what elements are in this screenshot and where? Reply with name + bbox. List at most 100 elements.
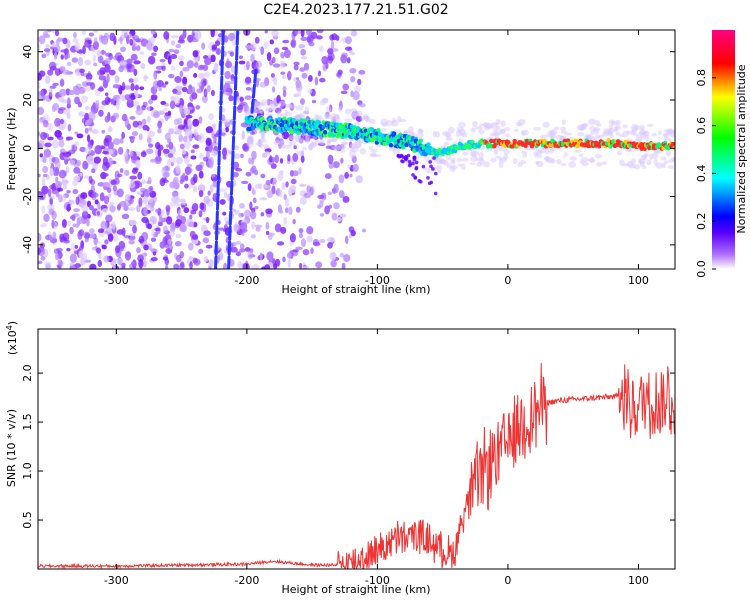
heatmap-cell (95, 99, 100, 110)
heatmap-cell (175, 164, 181, 174)
heatmap-cell (307, 75, 313, 82)
spectrogram-ridge-cell (344, 132, 350, 137)
heatmap-cell (254, 108, 262, 114)
heatmap-cell (198, 210, 203, 218)
heatmap-cell (333, 145, 340, 152)
heatmap-cell (418, 129, 424, 133)
heatmap-cell (211, 89, 215, 97)
heatmap-cell (427, 181, 432, 186)
heatmap-cell (225, 126, 229, 133)
heatmap-cell (560, 126, 567, 132)
heatmap-cell (208, 112, 214, 121)
heatmap-cell (51, 219, 55, 229)
heatmap-cell (41, 205, 46, 215)
heatmap-cell (85, 73, 93, 81)
heatmap-cell (265, 208, 273, 215)
heatmap-cell (42, 155, 47, 164)
y-tick-label: 20 (21, 93, 34, 107)
heatmap-cell (114, 52, 123, 61)
spectrogram-ridge-cell (575, 144, 580, 149)
heatmap-cell (414, 165, 419, 170)
heatmap-cell (299, 183, 307, 187)
heatmap-cell (272, 63, 281, 68)
heatmap-cell (223, 224, 228, 231)
heatmap-cell (297, 137, 305, 144)
heatmap-cell (84, 59, 92, 66)
heatmap-cell (401, 159, 405, 164)
heatmap-cell (288, 187, 293, 197)
heatmap-cell (260, 138, 267, 143)
heatmap-cell (266, 100, 272, 105)
heatmap-cell (663, 128, 672, 133)
heatmap-cell (120, 46, 126, 53)
heatmap-cell (69, 159, 76, 166)
heatmap-cell (556, 158, 562, 165)
heatmap-cell (124, 85, 131, 90)
heatmap-cell (280, 71, 286, 75)
heatmap-cell (303, 62, 310, 71)
heatmap-cell (73, 167, 81, 174)
y-tick-label: 40 (21, 45, 34, 59)
heatmap-cell (198, 116, 203, 124)
heatmap-cell (197, 72, 206, 79)
heatmap-cell (188, 221, 195, 228)
heatmap-cell (350, 76, 356, 83)
heatmap-cell (223, 82, 231, 91)
heatmap-cell (106, 187, 112, 193)
x-tick-label: 0 (504, 574, 511, 587)
heatmap-cell (106, 74, 110, 84)
heatmap-cell (339, 252, 345, 258)
heatmap-cell (130, 135, 136, 141)
heatmap-cell (284, 110, 289, 114)
heatmap-cell (588, 118, 596, 125)
heatmap-cell (292, 218, 296, 225)
heatmap-cell (162, 256, 169, 261)
heatmap-cell (317, 70, 322, 77)
heatmap-cell (347, 164, 351, 169)
heatmap-cell (338, 190, 345, 199)
y-tick-label: 1.0 (21, 462, 34, 480)
heatmap-cell (194, 30, 202, 40)
heatmap-cell (84, 39, 92, 48)
heatmap-cell (282, 39, 290, 44)
heatmap-cell (499, 128, 506, 134)
heatmap-cell (340, 54, 348, 64)
heatmap-cell (314, 76, 319, 86)
heatmap-cell (622, 124, 628, 129)
y-tick-label: 1.5 (21, 413, 34, 431)
heatmap-cell (162, 148, 170, 154)
heatmap-cell (193, 73, 198, 78)
heatmap-cell (119, 200, 127, 207)
heatmap-cell (148, 98, 154, 105)
heatmap-cell (478, 129, 485, 135)
heatmap-cell (203, 230, 211, 237)
heatmap-cell (187, 121, 193, 129)
heatmap-cell (107, 98, 112, 103)
heatmap-cell (266, 251, 274, 261)
heatmap-cell (641, 164, 647, 170)
heatmap-cell (74, 141, 80, 147)
heatmap-cell (295, 79, 302, 89)
heatmap-cell (126, 34, 130, 45)
heatmap-cell (289, 104, 297, 109)
heatmap-cell (239, 243, 245, 250)
heatmap-cell (147, 130, 156, 138)
heatmap-cell (250, 53, 255, 63)
heatmap-cell (295, 104, 304, 111)
heatmap-cell (300, 238, 307, 247)
heatmap-cell (278, 100, 286, 107)
colorbar-tick-label: 0.4 (695, 165, 708, 183)
heatmap-cell (263, 41, 269, 50)
spectrogram-ridge-cell (542, 138, 547, 144)
heatmap-cell (81, 30, 87, 35)
heatmap-cell (157, 127, 162, 134)
heatmap-cell (203, 88, 208, 98)
heatmap-cell (179, 222, 187, 233)
heatmap-cell (97, 55, 104, 64)
heatmap-cell (173, 49, 180, 55)
spectrogram-ridge-cell (388, 142, 394, 148)
heatmap-cell (368, 145, 374, 150)
colorbar-tick-label: 0.8 (695, 69, 708, 87)
heatmap-cell (319, 99, 326, 106)
